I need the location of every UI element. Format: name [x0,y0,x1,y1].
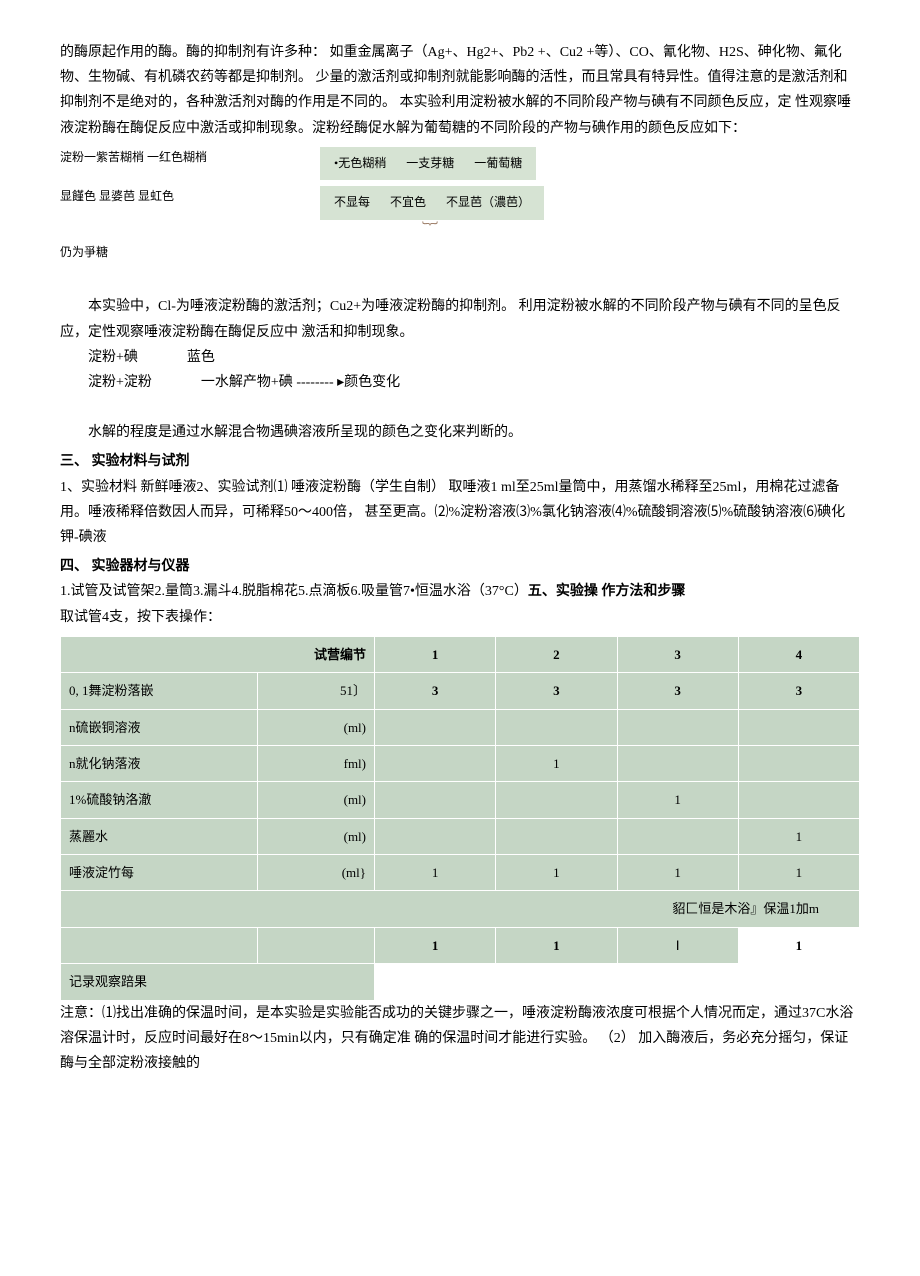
table-cell: 3 [617,673,738,709]
diag-cell: 一支芽糖 [396,153,464,175]
table-header: 1 [375,636,496,672]
section-4-head: 四、 实验器材与仪器 [60,554,860,579]
body-p4: 水解的程度是通过水解混合物遇碘溶液所呈现的颜色之变化来判断的。 [60,420,860,445]
table-row-label: 0, 1舞淀粉落嵌 [61,673,258,709]
table-cell: 1 [375,855,496,891]
table-header: 4 [738,636,859,672]
color-reaction-diagram: 淀粉一紫苦糊梢 一红色糊梢 •无色糊稍 一支芽糖 一葡萄糖 显饉色 显婆芭 显虹… [60,147,860,263]
table-cell [496,818,617,854]
table-cell: 1 [738,927,859,963]
table-row-label: 蒸麗水 [61,818,258,854]
table-row-unit: 51〕 [258,673,375,709]
diag-row1-left: 淀粉一紫苦糊梢 一红色糊梢 [60,147,320,169]
diag-cell: 不宜色 [380,192,436,214]
diag-cell: •无色糊稍 [324,153,396,175]
section-4-body: 1.试管及试管架2.量筒3.漏斗4.脱脂棉花5.点滴板6.吸量管7•恒温水浴（3… [60,579,860,604]
table-cell [496,709,617,745]
table-cell [738,745,859,781]
diag-row2-left: 显饉色 显婆芭 显虹色 [60,186,320,208]
table-cell: 1 [496,927,617,963]
table-cell [258,927,375,963]
table-row-unit: fml) [258,745,375,781]
table-cell: 1 [617,855,738,891]
table-cell [617,818,738,854]
table-header: 3 [617,636,738,672]
table-row-label: 唾液淀竹每 [61,855,258,891]
table-cell: 1 [496,855,617,891]
table-row-unit: (ml) [258,782,375,818]
diag-row3-left: 仍为爭糖 [60,242,320,264]
brace-icon: ︸ [320,226,540,236]
table-cell [617,745,738,781]
table-cell [375,745,496,781]
section-3-head: 三、 实验材料与试剂 [60,449,860,474]
table-cell [738,782,859,818]
table-cell [375,964,860,1000]
diag-cell: 不显每 [324,192,380,214]
table-header: 2 [496,636,617,672]
reaction-line-1: 淀粉+碘 蓝色 [60,345,860,370]
table-cell: 1 [617,782,738,818]
section-5-inline-head: 五、实验操 作方法和步骤 [528,584,686,599]
section-3-body: 1、实验材料 新鲜唾液2、实验试剂⑴ 唾液淀粉酶（学生自制） 取唾液1 ml至2… [60,475,860,551]
table-cell [617,709,738,745]
table-row-unit: (ml) [258,709,375,745]
table-cell: 3 [496,673,617,709]
table-cell: 3 [738,673,859,709]
table-cell [375,782,496,818]
table-header: 试营编节 [61,636,375,672]
notes-paragraph: 注意：⑴找出准确的保温时间，是本实验是实验能否成功的关键步骤之一，唾液淀粉酶液浓… [60,1001,860,1077]
table-cell: 1 [738,818,859,854]
experiment-table: 试营编节 1 2 3 4 0, 1舞淀粉落嵌51〕3333n硫嵌铜溶液(ml)n… [60,636,860,1001]
table-row-label: 1%硫酸钠洛澈 [61,782,258,818]
diag-cell: 不显芭（濃芭） [436,192,540,214]
table-cell [496,782,617,818]
table-last-label: 记录观察踣果 [61,964,375,1000]
table-cell: Ⅰ [617,927,738,963]
reaction-line-2: 淀粉+淀粉 一水解产物+碘 -------- ▸颜色变化 [60,370,860,395]
table-cell: 1 [375,927,496,963]
body-p2: 本实验中，Cl-为唾液淀粉酶的激活剂；Cu2+为唾液淀粉酶的抑制剂。 利用淀粉被… [60,294,860,344]
table-row-label: n硫嵌铜溶液 [61,709,258,745]
table-span-row: 貂匚恒是木浴』保温1加m [61,891,860,927]
section-4-body2: 取试管4支，按下表操作： [60,605,860,630]
table-row-unit: (ml} [258,855,375,891]
table-cell [375,818,496,854]
table-cell [738,709,859,745]
diag-cell: 一葡萄糖 [464,153,532,175]
table-row-label: n就化钠落液 [61,745,258,781]
table-cell [375,709,496,745]
intro-paragraph: 的酶原起作用的酶。酶的抑制剂有许多种： 如重金属离子（Ag+、Hg2+、Pb2 … [60,40,860,141]
table-row-unit: (ml) [258,818,375,854]
table-cell: 3 [375,673,496,709]
table-cell: 1 [496,745,617,781]
table-cell: 1 [738,855,859,891]
table-cell [61,927,258,963]
